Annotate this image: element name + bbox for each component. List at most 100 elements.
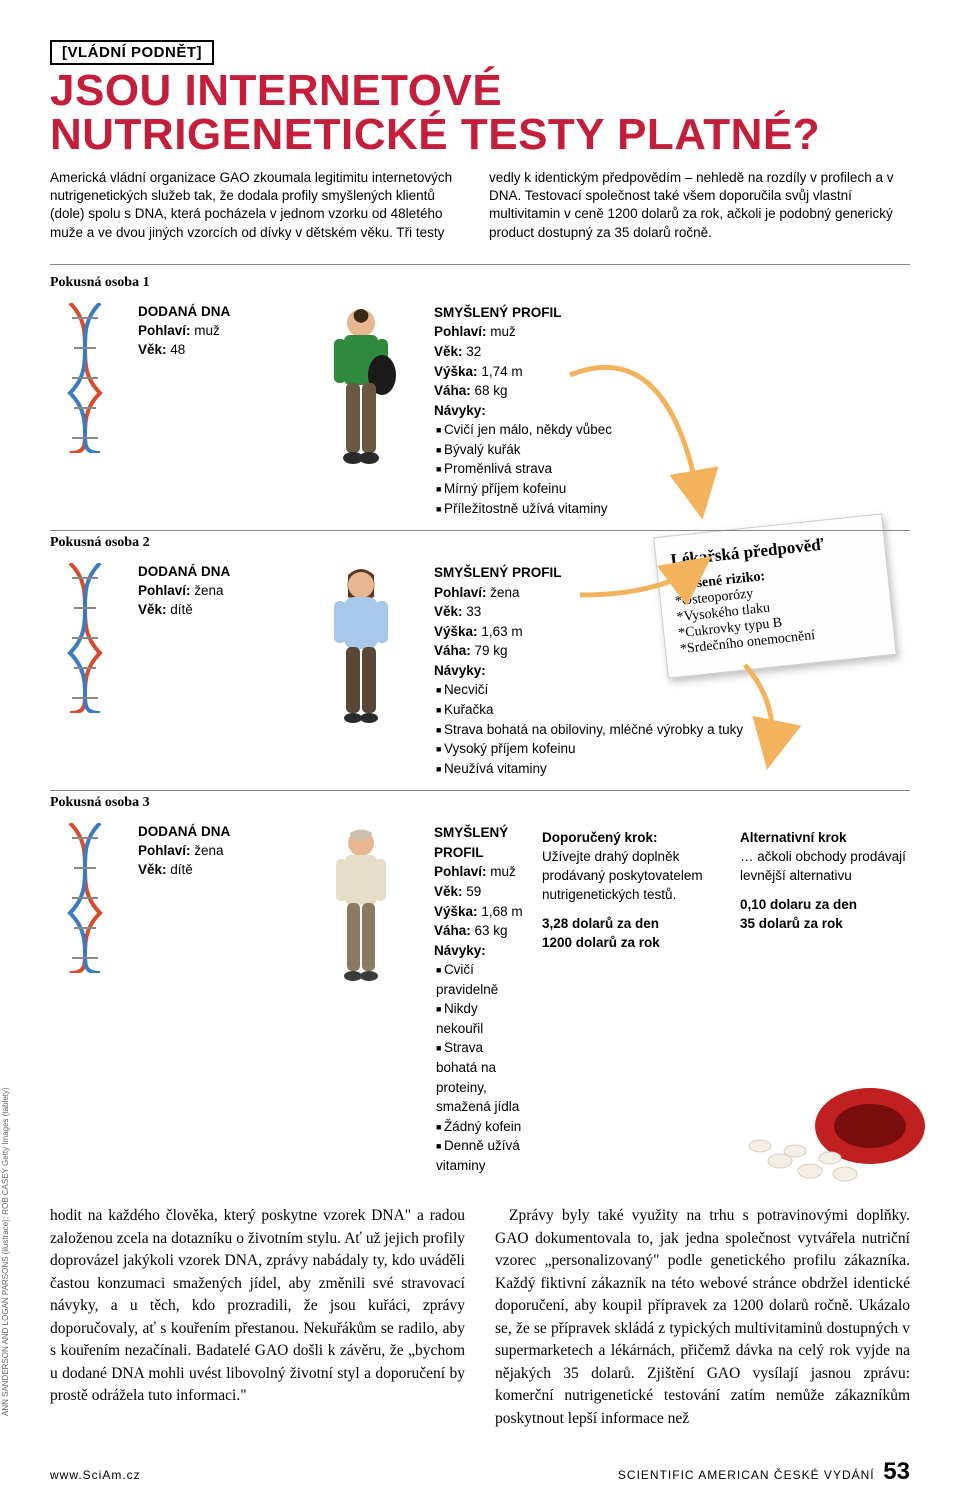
profile-info: SMYŠLENÝ PROFIL Pohlaví: muž Věk: 32 Výš… <box>434 303 910 518</box>
profile-info: SMYŠLENÝ PROFIL Pohlaví: muž Věk: 59 Výš… <box>434 823 524 1175</box>
habit-item: Cvičí pravidelně <box>436 960 524 999</box>
value: 63 kg <box>475 923 508 938</box>
label: Věk: <box>138 862 167 877</box>
label: Věk: <box>434 344 463 359</box>
body-text: hodit na každého člověka, který poskytne… <box>50 1205 910 1430</box>
value: žena <box>194 583 223 598</box>
value: 59 <box>466 884 481 899</box>
habit-item: Bývalý kuřák <box>436 440 910 460</box>
dna-title: DODANÁ DNA <box>138 303 288 322</box>
value: 1,74 m <box>481 364 522 379</box>
habit-item: Neužívá vitaminy <box>436 759 910 779</box>
intro-paragraph: Americká vládní organizace GAO zkoumala … <box>50 169 910 242</box>
rec-text: Užívejte drahý doplněk prodávaný poskyto… <box>542 848 712 905</box>
rec-value: 0,10 dolaru za den <box>740 896 910 915</box>
rec-value: 35 dolarů za rok <box>740 915 910 934</box>
label: Váha: <box>434 923 471 938</box>
value: 33 <box>466 604 481 619</box>
value: 1,63 m <box>481 624 522 639</box>
value: dítě <box>170 862 193 877</box>
value: 68 kg <box>475 383 508 398</box>
subject-label: Pokusná osoba 3 <box>50 795 910 811</box>
page-footer: www.SciAm.cz SCIENTIFIC AMERICAN ČESKÉ V… <box>50 1458 910 1486</box>
habit-item: Příležitostně užívá vitaminy <box>436 499 910 519</box>
label: Pohlaví: <box>434 324 487 339</box>
label: Návyky: <box>434 663 486 678</box>
habit-item: Vysoký příjem kofeinu <box>436 739 910 759</box>
label: Návyky: <box>434 403 486 418</box>
person-figure <box>316 563 406 733</box>
habit-item: Necvičí <box>436 680 910 700</box>
habit-item: Strava bohatá na proteiny, smažená jídla <box>436 1038 524 1116</box>
section-tag: [VLÁDNÍ PODNĚT] <box>50 40 214 65</box>
label: Výška: <box>434 364 478 379</box>
dna-info: DODANÁ DNA Pohlaví: žena Věk: dítě <box>138 563 288 620</box>
habit-item: Mírný příjem kofeinu <box>436 479 910 499</box>
person-figure <box>316 823 406 993</box>
footer-brand: SCIENTIFIC AMERICAN ČESKÉ VYDÁNÍ <box>618 1468 875 1482</box>
rec-title: Alternativní krok <box>740 829 910 848</box>
page-number: 53 <box>883 1458 910 1485</box>
dna-icon <box>60 823 110 973</box>
value: muž <box>490 864 516 879</box>
subject-label: Pokusná osoba 1 <box>50 275 910 291</box>
value: dítě <box>170 602 193 617</box>
label: Pohlaví: <box>138 323 191 338</box>
value: 79 kg <box>475 643 508 658</box>
subject-row: DODANÁ DNA Pohlaví: žena Věk: dítě SMYŠL… <box>50 555 910 791</box>
label: Váha: <box>434 383 471 398</box>
pills-illustration <box>720 1046 930 1186</box>
habit-item: Strava bohatá na obiloviny, mléčné výrob… <box>436 720 910 740</box>
profile-title: SMYŠLENÝ PROFIL <box>434 823 524 862</box>
value: žena <box>490 585 519 600</box>
label: Věk: <box>434 884 463 899</box>
habit-item: Denně užívá vitaminy <box>436 1136 524 1175</box>
subject-row: DODANÁ DNA Pohlaví: muž Věk: 48 SMYŠLENÝ… <box>50 295 910 531</box>
person-figure <box>316 303 406 473</box>
label: Pohlaví: <box>434 864 487 879</box>
dna-info: DODANÁ DNA Pohlaví: žena Věk: dítě <box>138 823 288 880</box>
dna-title: DODANÁ DNA <box>138 823 288 842</box>
label: Pohlaví: <box>138 843 191 858</box>
value: 1,68 m <box>481 904 522 919</box>
headline: JSOU INTERNETOVÉ NUTRIGENETICKÉ TESTY PL… <box>50 69 910 157</box>
habit-item: Žádný kofein <box>436 1117 524 1137</box>
profile-info: SMYŠLENÝ PROFIL Pohlaví: žena Věk: 33 Vý… <box>434 563 910 778</box>
habit-item: Proměnlivá strava <box>436 459 910 479</box>
label: Výška: <box>434 624 478 639</box>
dna-info: DODANÁ DNA Pohlaví: muž Věk: 48 <box>138 303 288 360</box>
dna-icon <box>60 303 110 453</box>
profile-title: SMYŠLENÝ PROFIL <box>434 563 910 583</box>
label: Pohlaví: <box>138 583 191 598</box>
habit-item: Cvičí jen málo, někdy vůbec <box>436 420 910 440</box>
habit-item: Kuřačka <box>436 700 910 720</box>
label: Váha: <box>434 643 471 658</box>
image-credits: ANN SANDERSON AND LOGAN PARSONS (ilustra… <box>1 1087 10 1416</box>
label: Pohlaví: <box>434 585 487 600</box>
body-paragraph: hodit na každého člověka, který poskytne… <box>50 1205 465 1407</box>
value: žena <box>194 843 223 858</box>
label: Věk: <box>138 342 167 357</box>
recommendation-block: Doporučený krok: Užívejte drahý doplněk … <box>542 823 910 952</box>
rec-title: Doporučený krok: <box>542 829 712 848</box>
dna-icon <box>60 563 110 713</box>
value: 48 <box>170 342 185 357</box>
rec-text: … ačkoli obchody prodávají levnější alte… <box>740 848 910 886</box>
label: Návyky: <box>434 943 486 958</box>
label: Věk: <box>138 602 167 617</box>
rec-value: 1200 dolarů za rok <box>542 934 712 953</box>
value: muž <box>194 323 220 338</box>
rec-value: 3,28 dolarů za den <box>542 915 712 934</box>
label: Věk: <box>434 604 463 619</box>
label: Výška: <box>434 904 478 919</box>
footer-url: www.SciAm.cz <box>50 1468 141 1482</box>
habit-item: Nikdy nekouřil <box>436 999 524 1038</box>
value: muž <box>490 324 516 339</box>
value: 32 <box>466 344 481 359</box>
habits-list: Necvičí Kuřačka Strava bohatá na obilovi… <box>434 680 910 778</box>
habits-list: Cvičí jen málo, někdy vůbec Bývalý kuřák… <box>434 420 910 518</box>
profile-title: SMYŠLENÝ PROFIL <box>434 303 910 323</box>
dna-title: DODANÁ DNA <box>138 563 288 582</box>
habits-list: Cvičí pravidelně Nikdy nekouřil Strava b… <box>434 960 524 1175</box>
body-paragraph: Zprávy byly také využity na trhu s potra… <box>495 1205 910 1430</box>
